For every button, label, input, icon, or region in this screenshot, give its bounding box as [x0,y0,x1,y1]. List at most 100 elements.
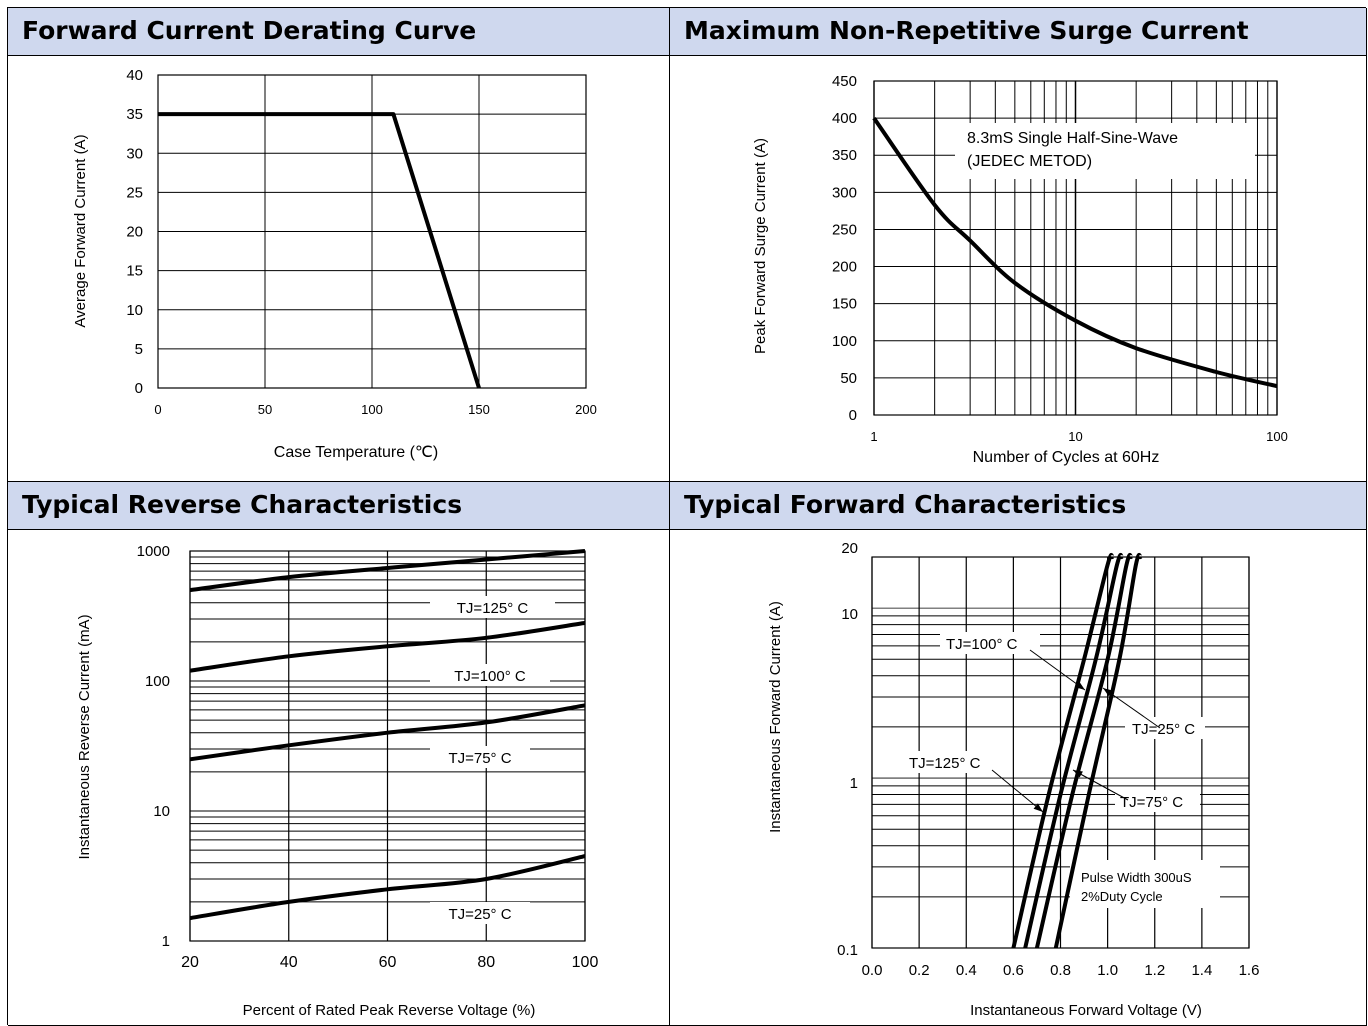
y-tick-label: 1 [162,933,170,950]
x-tick-label: 0 [154,402,161,417]
label-background [430,746,530,768]
y-tick-label: 10 [126,302,143,319]
label-background [430,596,555,618]
series-label: TJ=25° C [448,906,511,923]
label-background [1125,717,1205,739]
x-tick-label: 20 [181,954,199,971]
y-tick-label: 15 [126,263,143,280]
x-tick-label: 1.4 [1191,962,1212,979]
x-tick-label: 0.2 [909,962,930,979]
x-axis-label: Instantaneous Forward Voltage (V) [970,1002,1202,1019]
x-axis-label: Percent of Rated Peak Reverse Voltage (%… [243,1002,536,1019]
series-pointer [1102,687,1161,729]
series-pointer [1029,649,1086,691]
series-label: TJ=75° C [1120,794,1183,811]
series-line [872,116,1278,389]
series-pointer-head [1075,681,1085,690]
x-tick-label: 60 [379,954,397,971]
plot-frame [873,80,1278,416]
y-tick-label: 300 [832,184,857,201]
x-tick-label: 150 [468,402,490,417]
series-label: TJ=100° C [946,636,1018,653]
series-pointer [991,769,1044,813]
y-tick-label: 100 [145,673,170,690]
y-axis-label: Instantaneous Reverse Current (mA) [76,614,93,859]
y-tick-label: 20 [126,224,143,241]
series-line [189,703,586,762]
annotation: (JEDEC METOD) [967,153,1092,170]
panel-title: Maximum Non-Repetitive Surge Current [670,8,1367,56]
panel-title: Forward Current Derating Curve [8,8,670,56]
annotation: 2%Duty Cycle [1081,889,1163,904]
x-tick-label: 40 [280,954,298,971]
label-background [905,751,1000,773]
y-tick-label: 400 [832,110,857,127]
x-axis-label: Case Temperature (℃) [274,444,438,461]
x-tick-label: 100 [361,402,383,417]
y-tick-label: 0 [849,407,857,424]
x-tick-label: 100 [572,954,599,971]
y-tick-label: 450 [832,73,857,90]
y-tick-label: 250 [832,221,857,238]
y-tick-label: 10 [841,606,858,623]
x-tick-label: 1.2 [1144,962,1165,979]
series-pointer [1072,769,1129,801]
y-tick-label: 30 [126,145,143,162]
series-pointer-head [1103,688,1113,697]
label-background [955,123,1255,179]
y-axis-label: Instantaneous Forward Current (A) [767,601,784,833]
x-tick-label: 1 [870,429,877,444]
plot-frame [189,550,586,942]
series-label: TJ=125° C [457,600,529,617]
series-line [189,620,586,673]
y-tick-label: 0.1 [837,942,858,959]
x-tick-label: 80 [477,954,495,971]
y-axis-label: Average Forward Current (A) [72,134,89,327]
x-tick-label: 50 [258,402,272,417]
series-line [1034,552,1134,949]
y-tick-label: 100 [832,333,857,350]
y-tick-label: 40 [126,67,143,84]
y-tick-label: 0 [135,380,143,397]
series-label: TJ=125° C [909,755,981,772]
series-line [1023,552,1124,949]
label-background [430,902,530,924]
panel-body [8,56,670,482]
x-axis-label: Number of Cycles at 60Hz [973,449,1160,466]
y-tick-label: 350 [832,147,857,164]
annotation: 8.3mS Single Half-Sine-Wave [967,130,1178,147]
x-tick-label: 100 [1266,429,1288,444]
x-tick-label: 0.6 [1003,962,1024,979]
series-label: TJ=100° C [454,668,526,685]
y-tick-label: 10 [153,803,170,820]
y-tick-label: 20 [841,540,858,557]
x-tick-label: 0.4 [956,962,977,979]
y-tick-label: 150 [832,296,857,313]
x-tick-label: 1.6 [1239,962,1260,979]
label-background [430,664,550,686]
label-background [940,632,1040,654]
plot-frame [871,556,1250,949]
series-line [189,549,586,593]
y-axis-label: Peak Forward Surge Current (A) [752,138,769,354]
series-pointer-head [1073,770,1083,778]
y-tick-label: 5 [135,341,143,358]
annotation: Pulse Width 300uS [1081,870,1192,885]
x-tick-label: 0.8 [1050,962,1071,979]
label-background [1115,790,1200,812]
y-tick-label: 1 [850,775,858,792]
x-tick-label: 200 [575,402,597,417]
series-label: TJ=75° C [448,750,511,767]
x-tick-label: 0.0 [862,962,883,979]
panel-title: Typical Forward Characteristics [670,482,1367,530]
plot-frame [157,74,587,389]
panel-title: Typical Reverse Characteristics [8,482,670,530]
label-background [1070,860,1220,908]
figure-grid: Forward Current Derating Curve Maximum N… [7,7,1367,1026]
y-tick-label: 1000 [137,543,170,560]
panel-body [670,56,1367,482]
series-pointer-head [1033,803,1043,812]
y-tick-label: 35 [126,106,143,123]
series-label: TJ=25° C [1132,721,1195,738]
